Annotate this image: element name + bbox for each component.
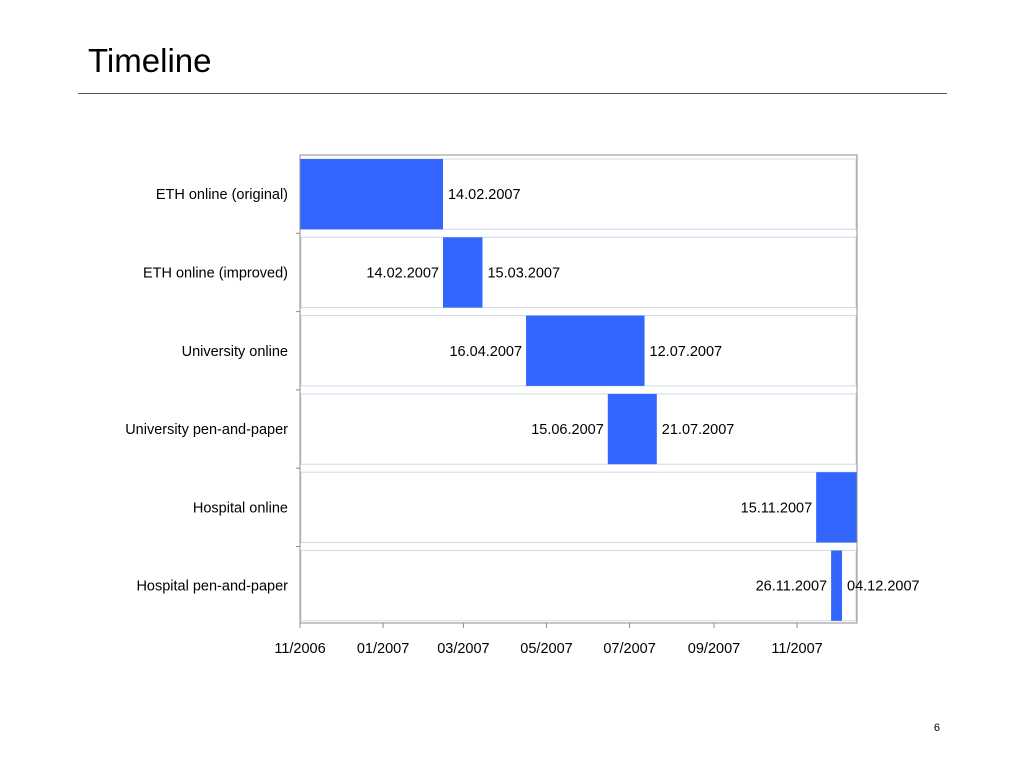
title-divider	[78, 93, 947, 94]
category-label: University online	[182, 344, 288, 360]
task-bar	[831, 550, 843, 621]
task-bar	[442, 237, 483, 308]
row-band	[300, 236, 857, 309]
category-label: Hospital pen-and-paper	[136, 579, 288, 595]
category-label: ETH online (original)	[156, 187, 288, 203]
start-date-label: 15.11.2007	[741, 500, 813, 516]
end-date-label: 21.07.2007	[662, 422, 735, 438]
slide-title: Timeline	[88, 42, 212, 79]
task-labels: ETH online (original) 14.02.2007 ETH onlin…	[125, 187, 919, 595]
start-date-label: 26.11.2007	[756, 579, 828, 595]
category-label: University pen-and-paper	[125, 422, 288, 438]
end-date-label: 12.07.2007	[650, 344, 723, 360]
row-band	[300, 550, 857, 622]
x-tick-label: 01/2007	[357, 641, 409, 657]
task-bar	[526, 315, 645, 386]
start-date-label: 16.04.2007	[449, 344, 522, 360]
plot-frame	[299, 154, 858, 624]
x-tick-label: 11/2007	[771, 641, 822, 657]
category-label: ETH online (improved)	[143, 265, 288, 281]
task-bar	[816, 472, 857, 543]
start-date-label: 15.06.2007	[531, 422, 604, 438]
row-band	[300, 393, 857, 465]
x-tick-label: 09/2007	[688, 641, 740, 657]
x-tick-label: 05/2007	[520, 641, 572, 657]
x-tick-label: 03/2007	[437, 641, 489, 657]
x-tick-label: 11/2006	[274, 641, 325, 657]
end-date-label: 15.03.2007	[487, 265, 560, 281]
end-date-label: 14.02.2007	[448, 187, 521, 203]
row-bands	[300, 158, 857, 622]
page-number: 6	[933, 722, 940, 734]
task-bar	[607, 393, 657, 465]
end-date-label: 04.12.2007	[847, 579, 920, 595]
start-date-label: 14.02.2007	[366, 265, 439, 281]
task-bar	[300, 159, 443, 230]
task-bars	[300, 159, 857, 621]
category-label: Hospital online	[193, 500, 288, 516]
x-tick-label: 07/2007	[603, 641, 655, 657]
x-axis: 11/2006 01/2007 03/2007 05/2007 07/2007 09/20…	[274, 232, 823, 657]
